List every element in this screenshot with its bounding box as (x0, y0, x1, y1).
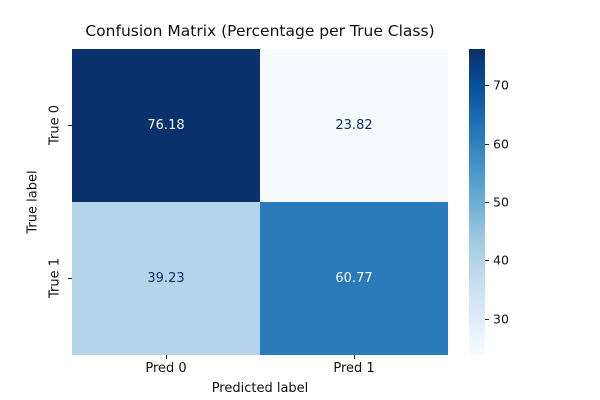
colorbar-tick-label-70: 70 (493, 77, 509, 93)
x-tick-label-pred-0: Pred 0 (145, 361, 187, 376)
x-tick-mark-0 (166, 355, 167, 359)
x-tick-label-pred-1: Pred 1 (333, 361, 375, 376)
x-axis-label: Predicted label (211, 381, 309, 396)
colorbar-tick-label-40: 40 (493, 252, 509, 268)
colorbar-tick-mark-40 (485, 260, 489, 261)
y-tick-mark-0 (68, 125, 72, 126)
colorbar-tick-label-30: 30 (493, 311, 509, 327)
colorbar-gradient (469, 49, 485, 355)
chart-title: Confusion Matrix (Percentage per True Cl… (85, 22, 435, 40)
colorbar-tick-label-60: 60 (493, 136, 509, 152)
colorbar-tick-mark-60 (485, 144, 489, 145)
colorbar-tick-mark-50 (485, 202, 489, 203)
y-tick-mark-1 (68, 278, 72, 279)
cell-true1-pred0: 39.23 (72, 202, 260, 355)
cell-value: 76.18 (147, 118, 185, 133)
x-tick-mark-1 (354, 355, 355, 359)
cell-value: 23.82 (335, 118, 373, 133)
cell-true0-pred1: 23.82 (260, 49, 448, 202)
cell-true1-pred1: 60.77 (260, 202, 448, 355)
y-tick-label-true-0: True 0 (47, 104, 63, 146)
colorbar-tick-mark-70 (485, 85, 489, 86)
y-tick-label-true-1: True 1 (47, 257, 63, 299)
cell-true0-pred0: 76.18 (72, 49, 260, 202)
colorbar-tick-mark-30 (485, 319, 489, 320)
colorbar-tick-label-50: 50 (493, 194, 509, 210)
heatmap: 76.18 23.82 39.23 60.77 (72, 49, 448, 355)
y-axis-label: True label (25, 170, 41, 234)
cell-value: 39.23 (147, 271, 185, 286)
cell-value: 60.77 (335, 271, 373, 286)
